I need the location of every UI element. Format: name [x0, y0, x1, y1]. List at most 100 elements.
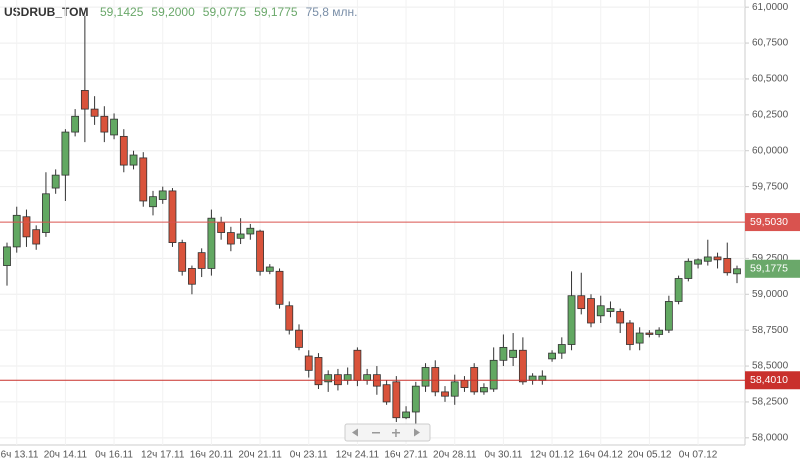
- candle-body: [421, 367, 430, 387]
- candle-body: [664, 301, 673, 331]
- y-tick-label: 60,2500: [752, 109, 789, 120]
- x-tick-label: 12ч 01.12: [530, 450, 575, 461]
- candle-body: [236, 233, 245, 239]
- x-tick-label: 0ч 23.11: [290, 450, 328, 461]
- candle-body: [616, 311, 625, 324]
- x-tick-label: 16ч 04.12: [579, 450, 624, 461]
- nav-zoom-out[interactable]: [372, 432, 380, 434]
- candle-body: [80, 90, 89, 110]
- x-tick-label: 0ч 16.11: [95, 450, 133, 461]
- y-tick-label: 58,5000: [752, 361, 789, 372]
- candle-body: [703, 256, 712, 262]
- candle-body: [71, 115, 80, 133]
- candle-body: [334, 374, 342, 386]
- x-tick-label: 12ч 24.11: [336, 450, 380, 461]
- nav-left[interactable]: [352, 428, 358, 437]
- candle-body: [149, 196, 157, 208]
- x-tick-label: 20ч 14.11: [44, 450, 88, 461]
- candle-body: [596, 305, 605, 317]
- candle-body: [713, 256, 722, 261]
- candle-body: [265, 266, 274, 272]
- candle-body: [158, 190, 167, 200]
- candle-body: [489, 359, 498, 390]
- last-price-label: 59,1775: [750, 263, 788, 275]
- candle-body: [674, 278, 683, 302]
- candle-body: [382, 384, 391, 403]
- candle-body: [343, 374, 352, 381]
- header-value: 59,1425: [100, 5, 144, 19]
- candle-body: [538, 375, 547, 381]
- candle-body: [723, 257, 732, 274]
- candle-body: [587, 298, 595, 324]
- candle-body: [61, 131, 70, 176]
- candle-body: [129, 154, 138, 166]
- symbol: USDRUB_TOM: [4, 5, 88, 19]
- candle-body: [314, 357, 323, 386]
- candle-body: [684, 260, 693, 279]
- candle-body: [256, 230, 264, 272]
- candle-body: [275, 270, 284, 305]
- candle-body: [509, 349, 518, 358]
- candle-body: [353, 349, 362, 381]
- candle-body: [470, 367, 479, 393]
- candle-body: [548, 352, 556, 360]
- candle-body: [441, 391, 449, 397]
- y-tick-label: 58,7500: [752, 325, 789, 336]
- candle-body: [207, 217, 216, 269]
- candle-body: [733, 268, 741, 275]
- candle-body: [295, 329, 303, 348]
- candle-body: [246, 227, 255, 235]
- y-tick-label: 61,0000: [752, 2, 789, 13]
- level-label-bg: [745, 371, 800, 390]
- header-volume: 75,8 млн.: [306, 5, 358, 19]
- candle-body: [635, 332, 644, 344]
- candle-body: [324, 374, 333, 383]
- candle-body: [606, 308, 615, 312]
- x-tick-label: 20ч 28.11: [433, 450, 477, 461]
- candle-body: [518, 349, 527, 383]
- y-tick-label: 60,0000: [752, 145, 789, 156]
- x-tick-label: 16ч 27.11: [384, 450, 428, 461]
- y-tick-label: 59,7500: [752, 181, 789, 192]
- candle-body: [119, 135, 128, 166]
- x-tick-label: 0ч 07.12: [679, 450, 718, 461]
- nav-zoom-in[interactable]: [392, 429, 400, 437]
- candle-body: [285, 305, 294, 331]
- candle-body: [450, 381, 459, 397]
- y-tick-label: 60,7500: [752, 38, 789, 49]
- x-tick-label: 12ч 17.11: [141, 450, 185, 461]
- candle-body: [557, 344, 566, 354]
- candle-body: [178, 242, 187, 272]
- candle-body: [217, 222, 226, 233]
- last-price-bg: [745, 259, 800, 278]
- candle-body: [139, 157, 148, 202]
- candle-body: [694, 259, 702, 265]
- candle-body: [392, 381, 401, 419]
- candle-body: [577, 295, 586, 310]
- candle-body: [499, 346, 508, 361]
- nav-bar: [344, 423, 431, 442]
- header-value: 59,2000: [151, 5, 195, 19]
- level-label: 59,5030: [750, 216, 788, 228]
- candle-body: [655, 329, 664, 335]
- y-tick-label: 58,2500: [752, 397, 789, 408]
- candle-body: [304, 355, 313, 371]
- nav-right[interactable]: [414, 428, 420, 437]
- x-tick-label: 20ч 21.11: [238, 450, 282, 461]
- candle-body: [51, 174, 60, 189]
- candle-body: [460, 380, 469, 388]
- header-value: 59,1775: [254, 5, 298, 19]
- candle-body: [188, 268, 196, 285]
- level-label-bg: [745, 213, 800, 232]
- candle-body: [480, 387, 488, 393]
- level-label: 58,4010: [750, 374, 788, 386]
- x-tick-label: 0ч 30.11: [484, 450, 522, 461]
- candle-body: [645, 332, 654, 335]
- y-tick-label: 60,5000: [752, 74, 789, 85]
- candle-body: [363, 374, 372, 381]
- candle-body: [22, 216, 31, 238]
- y-tick-label: 59,0000: [752, 289, 789, 300]
- candle-body: [431, 367, 440, 393]
- candle-body: [567, 295, 576, 345]
